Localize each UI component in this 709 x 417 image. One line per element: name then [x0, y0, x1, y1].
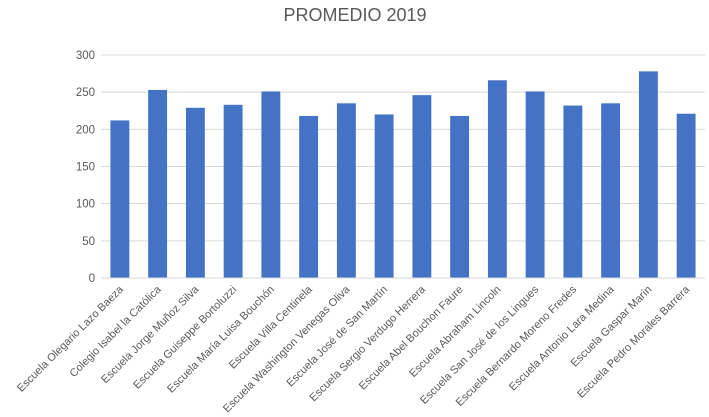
bar	[185, 107, 205, 278]
chart-title: PROMEDIO 2019	[283, 5, 426, 25]
bar	[563, 105, 583, 279]
bar	[148, 89, 168, 278]
bar	[450, 115, 470, 278]
y-tick-label: 0	[89, 273, 95, 285]
y-axis-tick-labels: 0 50 100 150 200 250 300	[76, 50, 95, 285]
bar	[374, 114, 394, 278]
y-tick-label: 300	[76, 50, 95, 62]
bar	[525, 91, 545, 278]
y-tick-label: 150	[76, 162, 95, 174]
bar	[487, 80, 507, 278]
y-tick-label: 50	[82, 236, 95, 248]
bar	[299, 115, 319, 278]
bar	[261, 91, 281, 278]
bar	[676, 113, 696, 279]
bar	[110, 120, 130, 278]
y-tick-label: 100	[76, 199, 95, 211]
bar	[336, 103, 356, 278]
bars	[110, 71, 696, 279]
bar	[638, 71, 658, 278]
y-tick-label: 250	[76, 87, 95, 99]
bar	[601, 103, 621, 278]
y-tick-label: 200	[76, 124, 95, 136]
bar	[223, 104, 243, 278]
bar	[412, 95, 432, 278]
